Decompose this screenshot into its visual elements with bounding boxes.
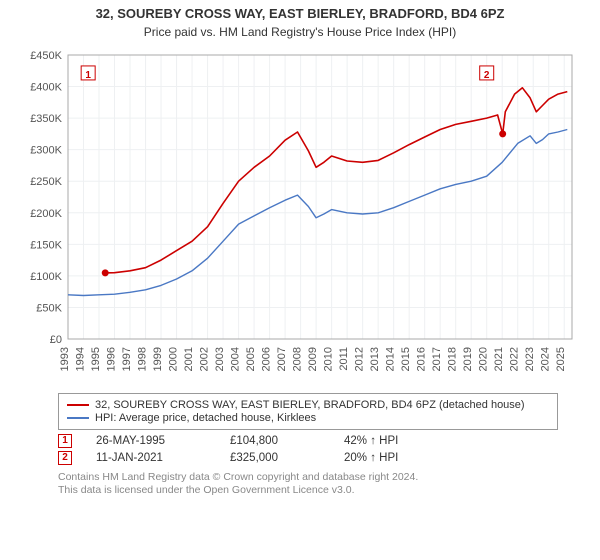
svg-text:2000: 2000 [168, 347, 180, 371]
chart-subtitle: Price paid vs. HM Land Registry's House … [10, 25, 590, 39]
svg-text:£200K: £200K [30, 208, 62, 220]
svg-text:2007: 2007 [276, 347, 288, 371]
legend-item: 32, SOUREBY CROSS WAY, EAST BIERLEY, BRA… [67, 399, 549, 411]
data-point-row: 2 11-JAN-2021 £325,000 20% ↑ HPI [58, 451, 580, 465]
dp-date: 11-JAN-2021 [96, 452, 206, 464]
svg-text:2021: 2021 [493, 347, 505, 371]
svg-text:1993: 1993 [59, 347, 71, 371]
dp-pct: 42% ↑ HPI [344, 435, 398, 447]
svg-text:2002: 2002 [199, 347, 211, 371]
svg-text:2015: 2015 [400, 347, 412, 371]
marker-badge: 2 [58, 451, 72, 465]
svg-text:2014: 2014 [385, 347, 397, 371]
svg-text:£100K: £100K [30, 271, 62, 283]
svg-text:2003: 2003 [214, 347, 226, 371]
svg-text:2019: 2019 [462, 347, 474, 371]
data-point-row: 1 26-MAY-1995 £104,800 42% ↑ HPI [58, 434, 580, 448]
svg-text:2001: 2001 [183, 347, 195, 371]
svg-text:2023: 2023 [524, 347, 536, 371]
svg-text:1997: 1997 [121, 347, 133, 371]
line-chart: £0 £50K £100K £150K £200K £250K £300K £350K £400… [20, 47, 580, 387]
legend: 32, SOUREBY CROSS WAY, EAST BIERLEY, BRA… [58, 393, 558, 430]
svg-text:1995: 1995 [90, 347, 102, 371]
footnote-line: Contains HM Land Registry data © Crown c… [58, 471, 580, 484]
marker-badge: 1 [58, 434, 72, 448]
dp-date: 26-MAY-1995 [96, 435, 206, 447]
svg-text:2020: 2020 [478, 347, 490, 371]
svg-text:£50K: £50K [36, 302, 62, 314]
dp-price: £325,000 [230, 452, 320, 464]
svg-text:2016: 2016 [416, 347, 428, 371]
svg-text:£450K: £450K [30, 50, 62, 62]
svg-text:2012: 2012 [354, 347, 366, 371]
svg-text:2005: 2005 [245, 347, 257, 371]
svg-text:1996: 1996 [106, 347, 118, 371]
svg-text:2025: 2025 [555, 347, 567, 371]
footnote-line: This data is licensed under the Open Gov… [58, 484, 580, 497]
chart-title: 32, SOUREBY CROSS WAY, EAST BIERLEY, BRA… [10, 6, 590, 23]
svg-text:2006: 2006 [261, 347, 273, 371]
svg-text:£150K: £150K [30, 239, 62, 251]
svg-text:2017: 2017 [431, 347, 443, 371]
svg-text:£300K: £300K [30, 145, 62, 157]
svg-text:1: 1 [85, 70, 91, 81]
svg-text:2024: 2024 [540, 347, 552, 371]
svg-text:2013: 2013 [369, 347, 381, 371]
svg-text:2010: 2010 [323, 347, 335, 371]
legend-swatch [67, 404, 89, 406]
dp-price: £104,800 [230, 435, 320, 447]
dp-pct: 20% ↑ HPI [344, 452, 398, 464]
svg-text:£0: £0 [50, 334, 62, 346]
svg-text:2008: 2008 [292, 347, 304, 371]
legend-label: 32, SOUREBY CROSS WAY, EAST BIERLEY, BRA… [95, 399, 525, 411]
legend-swatch [67, 417, 89, 419]
svg-text:1999: 1999 [152, 347, 164, 371]
svg-text:1994: 1994 [75, 347, 87, 371]
data-point-table: 1 26-MAY-1995 £104,800 42% ↑ HPI 2 11-JA… [58, 434, 580, 465]
chart-svg: £0 £50K £100K £150K £200K £250K £300K £350K £400… [20, 47, 580, 387]
svg-text:2: 2 [484, 70, 490, 81]
chart-container: 32, SOUREBY CROSS WAY, EAST BIERLEY, BRA… [0, 0, 600, 560]
svg-text:£350K: £350K [30, 113, 62, 125]
svg-text:£400K: £400K [30, 81, 62, 93]
legend-label: HPI: Average price, detached house, Kirk… [95, 412, 316, 424]
svg-text:2004: 2004 [230, 347, 242, 371]
svg-text:2018: 2018 [447, 347, 459, 371]
svg-text:2009: 2009 [307, 347, 319, 371]
svg-text:2022: 2022 [509, 347, 521, 371]
svg-text:2011: 2011 [338, 347, 350, 371]
footnote: Contains HM Land Registry data © Crown c… [58, 471, 580, 497]
svg-text:£250K: £250K [30, 176, 62, 188]
svg-text:1998: 1998 [137, 347, 149, 371]
legend-item: HPI: Average price, detached house, Kirk… [67, 412, 549, 424]
